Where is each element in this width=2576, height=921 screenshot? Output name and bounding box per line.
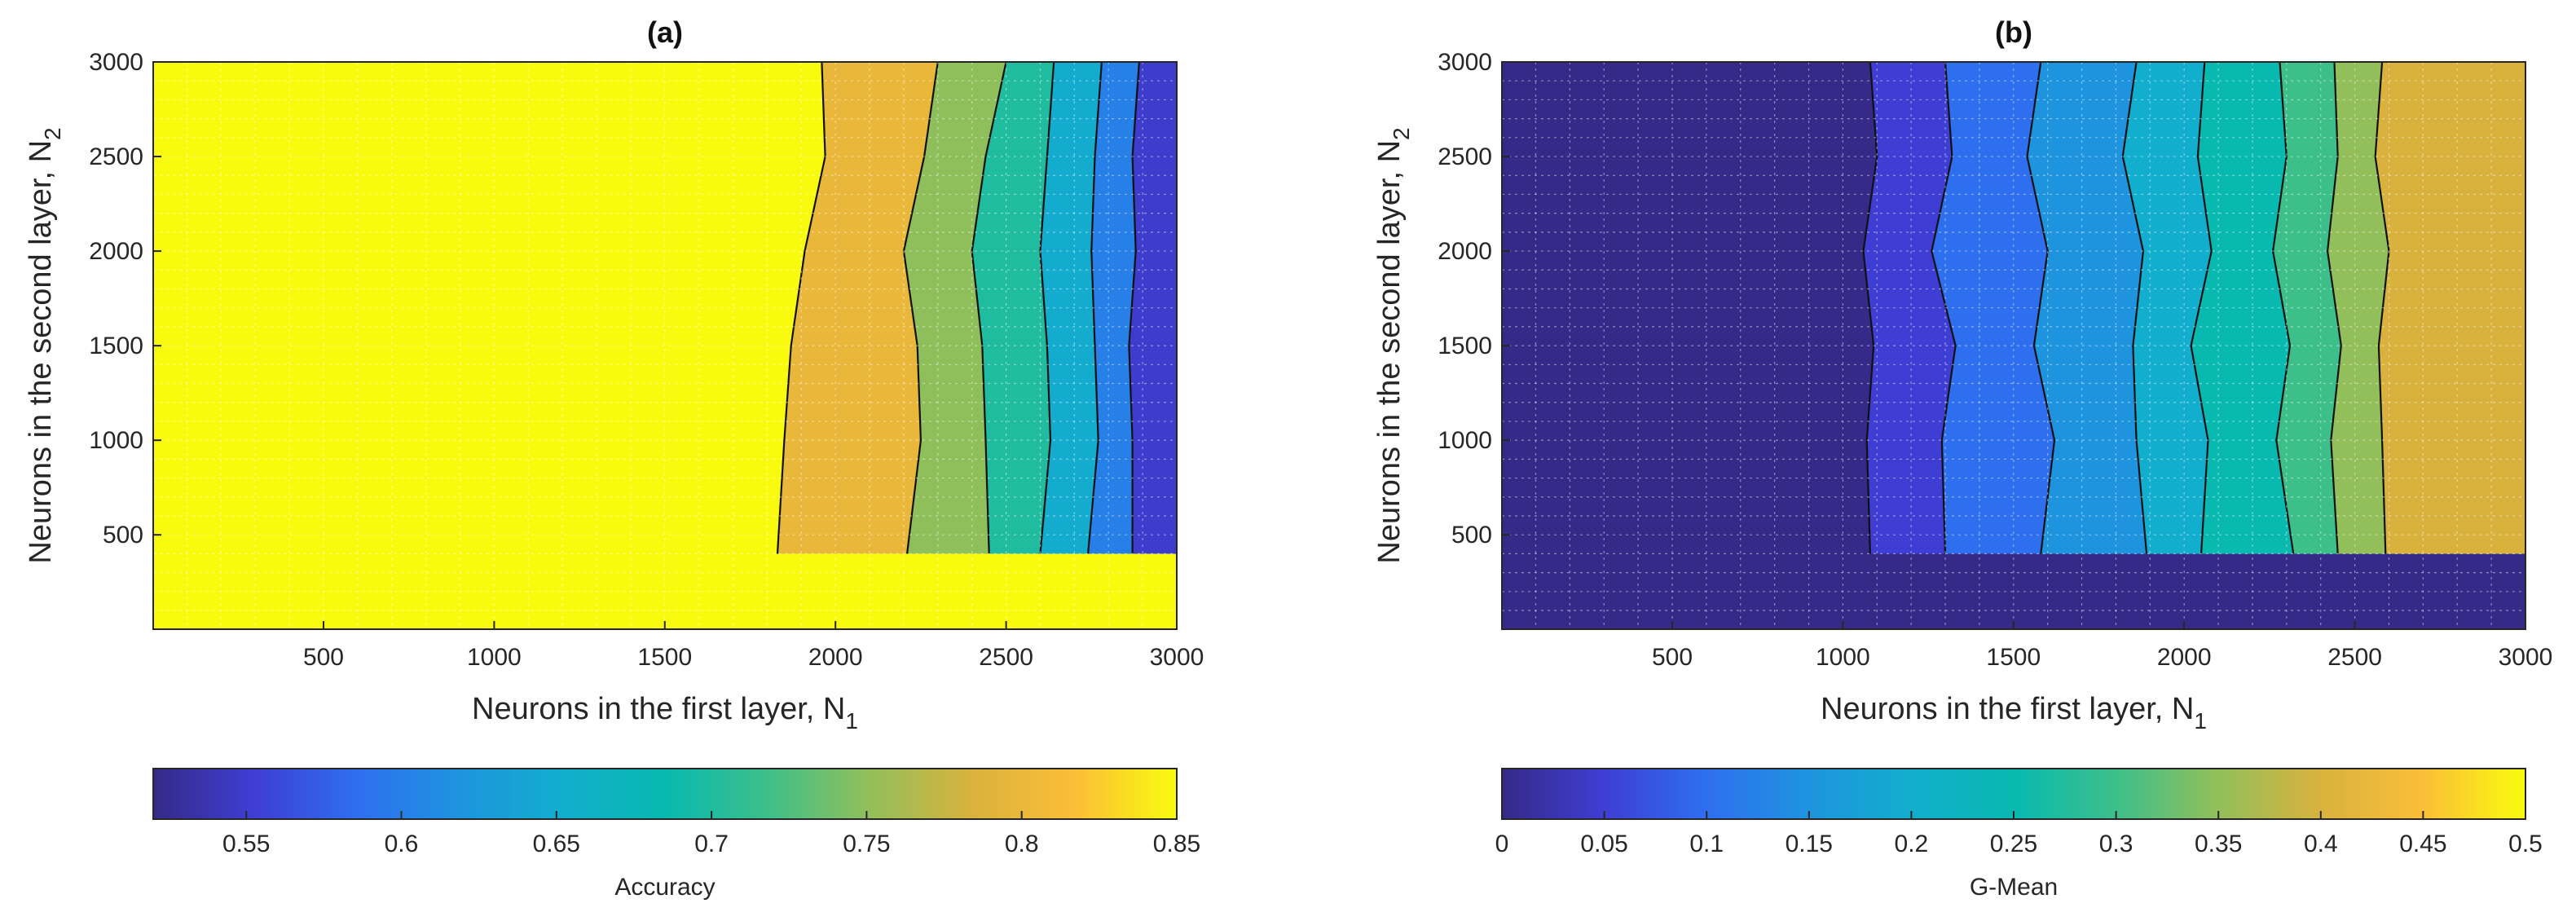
- colorbar-tick-label: 0.25: [1990, 831, 2037, 857]
- y-tick-label: 2500: [1438, 143, 1492, 170]
- panel-a-title: (a): [647, 15, 683, 49]
- x-tick-label: 1500: [1986, 644, 2041, 671]
- y-tick-label: 500: [103, 522, 143, 549]
- y-tick-label: 2000: [89, 238, 143, 265]
- x-tick-label: 3000: [1150, 644, 1204, 671]
- x-axis-label-b: Neurons in the first layer, N1: [1821, 692, 2207, 734]
- colorbar-tick-label: 0.45: [2399, 831, 2446, 857]
- colorbar-tick-label: 0.55: [222, 831, 270, 857]
- contour-line: [2190, 62, 2213, 554]
- contour-line: [2374, 62, 2390, 554]
- x-tick-label: 500: [1652, 644, 1693, 671]
- colorbar-ticks-b: 0 0.05 0.1 0.15 0.2 0.25 0.3 0.35 0.4 0.45 0.5: [1495, 811, 2543, 857]
- contour-line: [1128, 62, 1141, 554]
- colorbar-tick-label: 0.65: [533, 831, 580, 857]
- contour-line: [1931, 62, 1957, 554]
- colorbar-tick-label: 0.4: [2304, 831, 2338, 857]
- panel-b: (b) 500 1000 1500 2000 2500 3000 500 1000 1500 2…: [1372, 15, 2552, 901]
- grid-b: [1502, 62, 2525, 629]
- colorbar-tick-label: 0.2: [1895, 831, 1929, 857]
- x-ticks-a: 500 1000 1500 2000 2500 3000: [303, 621, 1204, 671]
- colorbar-tick-label: 0.85: [1153, 831, 1200, 857]
- y-axis-label-b: Neurons in the second layer, N2: [1372, 127, 1414, 563]
- x-tick-label: 1000: [1816, 644, 1870, 671]
- y-axis-label-a: Neurons in the second layer, N2: [24, 127, 65, 563]
- y-tick-label: 1500: [1438, 333, 1492, 359]
- y-tick-label: 2500: [89, 143, 143, 170]
- contour-line: [971, 62, 1007, 554]
- colorbar-tick-label: 0: [1495, 831, 1509, 857]
- x-axis-label-a: Neurons in the first layer, N1: [472, 692, 858, 734]
- colorbar-tick-label: 0.7: [694, 831, 729, 857]
- x-tick-label: 2000: [808, 644, 863, 671]
- contour-line: [776, 62, 826, 554]
- y-tick-label: 2000: [1438, 238, 1492, 265]
- x-tick-label: 2000: [2157, 644, 2212, 671]
- colorbar-tick-label: 0.05: [1580, 831, 1627, 857]
- contour-region: [1129, 62, 1177, 554]
- contour-lines-b: [1862, 62, 2390, 554]
- x-tick-label: 1500: [637, 644, 692, 671]
- colorbar-tick-label: 0.15: [1786, 831, 1833, 857]
- x-tick-label: 3000: [2499, 644, 2553, 671]
- colorbar-a: [152, 768, 1178, 820]
- y-ticks-b: 500 1000 1500 2000 2500 3000: [1438, 49, 1510, 549]
- y-tick-label: 1000: [89, 427, 143, 454]
- colorbar-ticks-a: 0.55 0.6 0.65 0.7 0.75 0.8 0.85: [222, 811, 1200, 857]
- colorbar-tick-label: 0.1: [1689, 831, 1724, 857]
- colorbar-b: [1501, 768, 2526, 820]
- colorbar-label-a: Accuracy: [614, 874, 715, 901]
- contour-line: [1862, 62, 1878, 554]
- panel-b-title: (b): [1995, 15, 2032, 49]
- x-tick-label: 2500: [2327, 644, 2382, 671]
- colorbar-tick-label: 0.6: [385, 831, 419, 857]
- grid-a: [153, 62, 1177, 629]
- y-tick-label: 500: [1451, 522, 1492, 549]
- x-tick-label: 500: [303, 644, 344, 671]
- contour-region: [2375, 62, 2525, 554]
- y-tick-label: 3000: [1438, 49, 1492, 76]
- y-ticks-a: 500 1000 1500 2000 2500 3000: [89, 49, 161, 549]
- x-tick-label: 2500: [979, 644, 1033, 671]
- contour-line: [902, 62, 939, 554]
- x-ticks-b: 500 1000 1500 2000 2500 3000: [1652, 621, 2552, 671]
- contour-line: [2121, 62, 2148, 554]
- x-tick-label: 1000: [467, 644, 522, 671]
- colorbar-tick-label: 0.8: [1005, 831, 1039, 857]
- y-tick-label: 1500: [89, 333, 143, 359]
- contour-fills-a: [153, 62, 1177, 629]
- y-tick-label: 3000: [89, 49, 143, 76]
- contour-line: [2271, 62, 2295, 554]
- contour-line: [2326, 62, 2342, 554]
- colorbar-label-b: G-Mean: [1970, 874, 2058, 901]
- y-tick-label: 1000: [1438, 427, 1492, 454]
- colorbar-tick-label: 0.3: [2099, 831, 2133, 857]
- colorbar-tick-label: 0.5: [2508, 831, 2543, 857]
- contour-line: [1039, 62, 1055, 554]
- contour-fills-b: [1502, 62, 2525, 629]
- contour-line: [1087, 62, 1103, 554]
- contour-line: [2026, 62, 2056, 554]
- colorbar-tick-label: 0.75: [843, 831, 890, 857]
- colorbar-tick-label: 0.35: [2195, 831, 2242, 857]
- contour-lines-a: [776, 62, 1141, 554]
- panel-a: (a) 500 1000 1500 2000 2500 3000 500 1000 1500 2…: [24, 15, 1204, 901]
